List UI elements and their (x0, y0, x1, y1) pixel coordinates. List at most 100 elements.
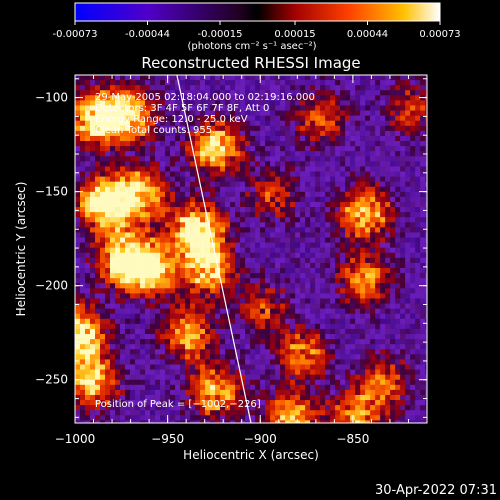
heatmap-cell (415, 384, 421, 391)
heatmap-cell (90, 405, 96, 411)
heatmap-cell (350, 262, 356, 269)
heatmap-cell (370, 232, 376, 238)
heatmap-cell (380, 298, 386, 304)
heatmap-cell (360, 207, 366, 213)
heatmap-cell (160, 293, 166, 299)
heatmap-cell (245, 384, 251, 391)
heatmap-cell (170, 420, 176, 423)
heatmap-cell (75, 141, 81, 147)
heatmap-cell (420, 90, 426, 96)
heatmap-cell (415, 115, 421, 122)
heatmap-cell (375, 384, 381, 391)
heatmap-cell (180, 196, 186, 203)
heatmap-cell (390, 257, 396, 264)
heatmap-cell (385, 120, 391, 127)
heatmap-cell (235, 125, 241, 132)
heatmap-cell (320, 80, 326, 86)
heatmap-cell (110, 100, 116, 106)
heatmap-cell (230, 374, 236, 381)
heatmap-cell (155, 222, 161, 228)
heatmap-cell (270, 278, 276, 284)
heatmap-cell (210, 405, 216, 411)
heatmap-cell (320, 181, 326, 188)
heatmap-cell (300, 354, 306, 360)
heatmap-cell (425, 191, 427, 198)
heatmap-cell (235, 278, 241, 284)
heatmap-cell (180, 232, 186, 238)
heatmap-cell (195, 181, 201, 188)
heatmap-cell (255, 120, 261, 127)
heatmap-cell (285, 222, 291, 228)
heatmap-cell (130, 410, 136, 416)
heatmap-cell (395, 90, 401, 96)
heatmap-cell (425, 242, 427, 249)
heatmap-cell (360, 232, 366, 238)
heatmap-cell (315, 85, 321, 91)
heatmap-cell (140, 394, 146, 401)
heatmap-cell (315, 262, 321, 269)
heatmap-cell (105, 186, 111, 193)
heatmap-cell (115, 161, 121, 167)
heatmap-cell (350, 247, 356, 254)
heatmap-cell (130, 323, 136, 330)
heatmap-cell (220, 252, 226, 259)
heatmap-cell (355, 303, 361, 310)
heatmap-cell (405, 308, 411, 315)
heatmap-cell (355, 298, 361, 304)
heatmap-cell (130, 196, 136, 203)
heatmap-cell (330, 135, 336, 142)
heatmap-cell (400, 181, 406, 188)
heatmap-cell (420, 217, 426, 223)
heatmap-cell (225, 181, 231, 188)
heatmap-cell (355, 212, 361, 218)
heatmap-cell (360, 339, 366, 345)
heatmap-cell (170, 105, 176, 111)
heatmap-cell (340, 222, 346, 228)
heatmap-cell (290, 135, 296, 142)
heatmap-cell (385, 339, 391, 345)
heatmap-cell (310, 120, 316, 127)
heatmap-cell (75, 217, 81, 223)
heatmap-cell (315, 105, 321, 111)
heatmap-cell (250, 141, 256, 147)
heatmap-cell (220, 283, 226, 289)
heatmap-cell (170, 384, 176, 391)
heatmap-cell (410, 100, 416, 106)
heatmap-cell (85, 410, 91, 416)
heatmap-cell (160, 359, 166, 365)
heatmap-cell (165, 257, 171, 264)
heatmap-cell (275, 359, 281, 365)
heatmap-cell (235, 186, 241, 193)
heatmap-cell (85, 105, 91, 111)
heatmap-cell (375, 328, 381, 335)
heatmap-cell (165, 278, 171, 284)
heatmap-cell (95, 237, 101, 244)
heatmap-cell (90, 166, 96, 172)
heatmap-cell (420, 135, 426, 142)
heatmap-cell (90, 75, 96, 81)
heatmap-cell (150, 237, 156, 244)
heatmap-cell (335, 349, 341, 355)
heatmap-cell (200, 278, 206, 284)
heatmap-cell (270, 120, 276, 127)
heatmap-cell (345, 186, 351, 193)
heatmap-cell (340, 75, 346, 81)
heatmap-cell (95, 405, 101, 411)
heatmap-cell (345, 141, 351, 147)
heatmap-cell (100, 90, 106, 96)
heatmap-cell (250, 389, 256, 396)
heatmap-cell (240, 80, 246, 86)
heatmap-cell (160, 242, 166, 249)
heatmap-cell (305, 283, 311, 289)
heatmap-cell (235, 252, 241, 259)
heatmap-cell (270, 237, 276, 244)
heatmap-cell (355, 181, 361, 188)
heatmap-cell (345, 176, 351, 183)
heatmap-cell (150, 196, 156, 203)
heatmap-cell (80, 288, 86, 294)
heatmap-cell (270, 222, 276, 228)
heatmap-cell (245, 293, 251, 299)
heatmap-cell (80, 237, 86, 244)
heatmap-cell (325, 379, 331, 386)
heatmap-cell (340, 410, 346, 416)
